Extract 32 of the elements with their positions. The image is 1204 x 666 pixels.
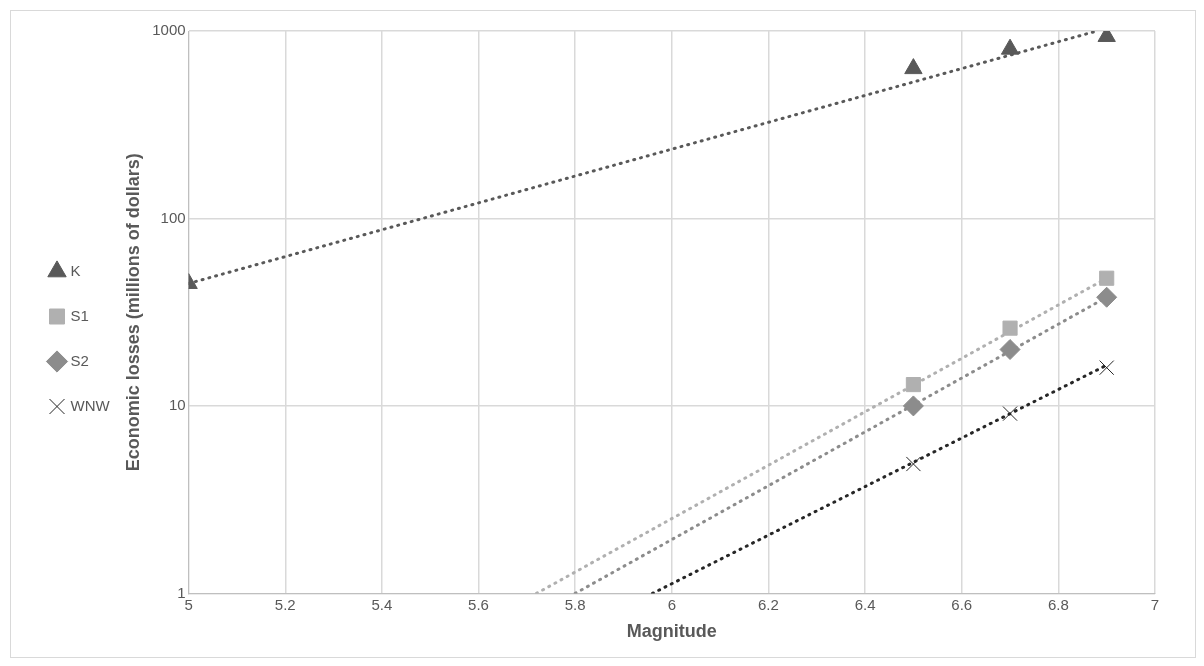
legend-label: S1 <box>70 306 89 324</box>
y-tick-label: 1000 <box>152 21 186 39</box>
x-tick-label: 6.2 <box>758 595 779 613</box>
x-axis-title: Magnitude <box>626 621 717 642</box>
point <box>1000 38 1020 55</box>
point <box>999 339 1021 360</box>
x-tick-label: 6 <box>667 595 676 613</box>
point <box>1099 360 1115 376</box>
point <box>1099 270 1115 286</box>
point <box>1002 320 1018 336</box>
legend-label: S2 <box>70 351 89 369</box>
x-tick-label: 6.6 <box>951 595 973 613</box>
point <box>1096 286 1118 308</box>
legend-label: WNW <box>70 396 111 414</box>
x-tick-label: 5.6 <box>468 595 489 613</box>
x-tick-label: 6.4 <box>854 595 876 613</box>
point <box>1002 406 1018 422</box>
point <box>905 456 921 472</box>
x-tick-label: 6.8 <box>1047 595 1069 613</box>
x-tick-label: 5.4 <box>371 595 393 613</box>
y-axis-title: Economic losses (millions of dollars) <box>123 153 144 472</box>
x-tick-label: 7 <box>1150 595 1160 613</box>
point <box>905 377 921 393</box>
point <box>904 58 923 75</box>
y-tick-label: 100 <box>160 208 186 226</box>
point <box>902 395 924 417</box>
y-tick-label: 10 <box>168 396 186 414</box>
y-tick-label: 1 <box>177 583 186 601</box>
legend-label: K <box>70 261 81 279</box>
x-tick-label: 5.8 <box>564 595 586 613</box>
x-tick-label: 5 <box>184 595 193 613</box>
x-tick-label: 5.2 <box>274 595 296 613</box>
